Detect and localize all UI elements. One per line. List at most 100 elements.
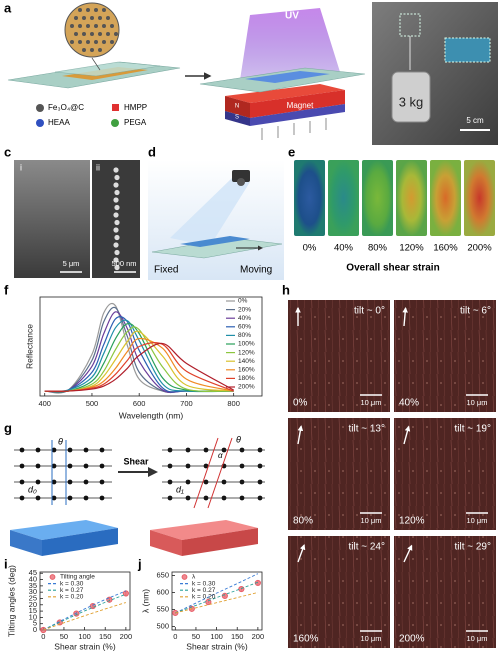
particle bbox=[82, 48, 86, 52]
legend-label: λ bbox=[192, 574, 196, 581]
pole-label: N bbox=[235, 104, 239, 110]
nanoparticle-chain bbox=[113, 167, 120, 271]
panel-label: f bbox=[4, 282, 9, 297]
pole-label: S bbox=[235, 115, 239, 121]
shear-label: Shear bbox=[123, 456, 149, 466]
x-tick-label: 50 bbox=[60, 632, 68, 641]
y-tick-label: 45 bbox=[29, 568, 37, 577]
slab-top bbox=[10, 520, 118, 540]
magnet-side bbox=[225, 96, 250, 118]
direction-arrow bbox=[402, 306, 408, 327]
particle bbox=[114, 204, 120, 211]
direction-arrow bbox=[403, 544, 413, 563]
moving-label: Moving bbox=[240, 265, 272, 276]
particle bbox=[51, 479, 57, 485]
plot-frame bbox=[171, 571, 263, 631]
scale-label: 10 μm bbox=[361, 516, 382, 525]
zoom-circle bbox=[64, 2, 120, 58]
particle bbox=[51, 463, 57, 469]
lattice-left bbox=[14, 449, 112, 499]
magnet-front bbox=[250, 104, 345, 126]
y-tick-label: 550 bbox=[156, 605, 169, 614]
y-tick-label: 600 bbox=[156, 587, 169, 596]
panel-label: j bbox=[137, 556, 142, 571]
tilt-label: tilt ~ 24° bbox=[348, 542, 385, 553]
legend-label: 100% bbox=[238, 341, 255, 348]
uv-label: UV bbox=[285, 11, 299, 22]
particle bbox=[83, 479, 89, 485]
particle bbox=[78, 24, 82, 28]
series-line bbox=[44, 302, 234, 394]
symbol: d₁ bbox=[176, 484, 184, 494]
particle bbox=[83, 495, 89, 501]
legend-label: 200% bbox=[238, 384, 255, 391]
particle bbox=[74, 16, 78, 20]
sub-label: ii bbox=[96, 162, 100, 172]
panel-g: θ d₀ Shear θ α d₁ bbox=[10, 434, 265, 556]
legend-marker bbox=[112, 104, 119, 111]
legend-marker bbox=[111, 119, 119, 127]
particle bbox=[83, 463, 89, 469]
x-tick-label: 200 bbox=[120, 632, 133, 641]
particle bbox=[90, 16, 94, 20]
strain-label: 80% bbox=[368, 243, 388, 254]
x-tick-label: 100 bbox=[210, 632, 223, 641]
particle bbox=[114, 189, 120, 196]
lattice-right bbox=[162, 449, 265, 499]
chain bbox=[207, 437, 233, 509]
panel-b: 3 kg 5 cm bbox=[372, 2, 498, 145]
series-line bbox=[44, 342, 234, 392]
strain-label: 40% bbox=[399, 398, 419, 409]
particle bbox=[102, 40, 106, 44]
legend-swatch bbox=[49, 574, 56, 580]
series-line bbox=[43, 590, 127, 631]
tilt-label: tilt ~ 29° bbox=[454, 542, 491, 553]
particle bbox=[113, 167, 119, 173]
panel-label: h bbox=[282, 282, 290, 297]
x-tick-label: 400 bbox=[38, 399, 51, 408]
panel-label: e bbox=[288, 144, 295, 159]
magnet-label: Magnet bbox=[287, 101, 314, 110]
strain-label: 80% bbox=[293, 516, 313, 527]
legend-label: k = 0.20 bbox=[60, 594, 84, 601]
color-sample bbox=[328, 160, 359, 236]
sem-image bbox=[14, 160, 90, 278]
particle bbox=[113, 242, 119, 248]
panel-label: g bbox=[4, 420, 12, 435]
particle bbox=[102, 8, 106, 12]
color-sample bbox=[464, 160, 495, 236]
panel-d: Fixed Moving bbox=[148, 160, 284, 280]
legend-label: 20% bbox=[238, 306, 251, 313]
color-sample bbox=[362, 160, 393, 236]
legend-label: Fe₃O₄@C bbox=[48, 103, 84, 112]
series-line bbox=[43, 602, 127, 631]
tilt-label: tilt ~ 0° bbox=[354, 306, 385, 317]
particle bbox=[113, 197, 119, 203]
strain-label: 0% bbox=[293, 398, 308, 409]
micrograph bbox=[288, 418, 390, 530]
strain-label: 120% bbox=[399, 516, 425, 527]
legend-marker bbox=[36, 104, 44, 112]
scale-label: 10 μm bbox=[361, 398, 382, 407]
legend-label: k = 0.20 bbox=[192, 594, 216, 601]
x-tick-label: 0 bbox=[41, 632, 45, 641]
panel-a: UV Magnet N S Fe₃O₄@C HMPP HEAA PEGA bbox=[7, 2, 366, 140]
magnet-front bbox=[250, 90, 345, 118]
particle bbox=[67, 479, 73, 485]
particle bbox=[94, 24, 98, 28]
scale-label: 10 μm bbox=[467, 516, 488, 525]
direction-arrow bbox=[297, 544, 306, 563]
particle bbox=[110, 24, 114, 28]
particle bbox=[51, 447, 57, 453]
particle bbox=[78, 8, 82, 12]
particle bbox=[99, 447, 105, 453]
scale-label: 10 μm bbox=[361, 634, 382, 643]
particle bbox=[82, 16, 86, 20]
y-tick-label: 40 bbox=[29, 575, 37, 584]
particle bbox=[99, 479, 105, 485]
panel-label: c bbox=[4, 144, 11, 159]
y-tick-label: 0 bbox=[33, 625, 37, 634]
y-tick-label: 35 bbox=[29, 581, 37, 590]
symbol: θ bbox=[58, 436, 63, 446]
legend-label: Tilting angle bbox=[60, 574, 95, 581]
